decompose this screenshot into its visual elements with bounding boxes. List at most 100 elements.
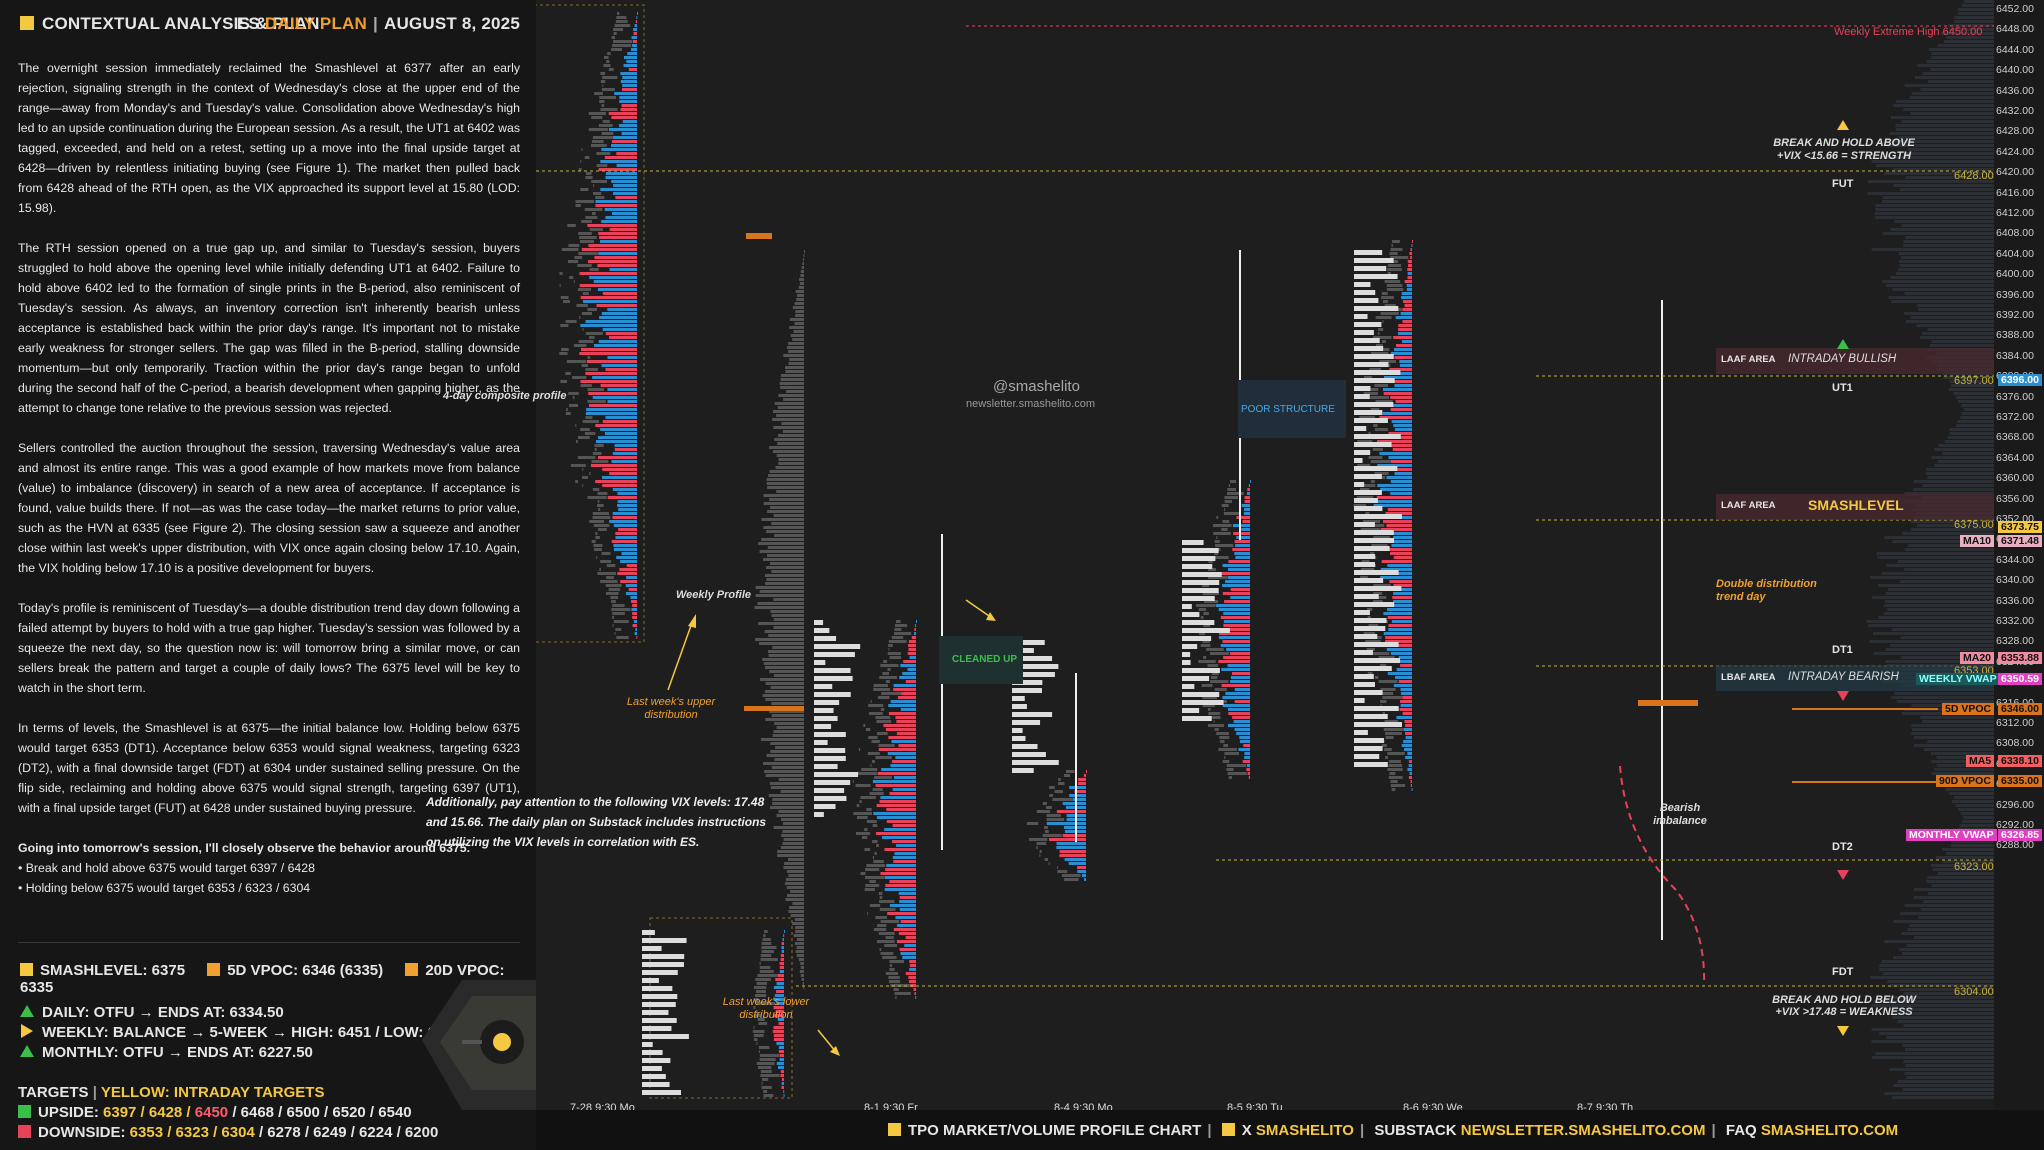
- profile-bar: [803, 254, 805, 257]
- footer-substack-url[interactable]: NEWSLETTER.SMASHELITO.COM: [1460, 1122, 1706, 1139]
- profile-bar: [1059, 854, 1086, 857]
- profile-bar: [1382, 320, 1384, 323]
- profile-bar: [780, 846, 804, 849]
- profile-bar: [1396, 668, 1412, 671]
- profile-bar: [1232, 716, 1250, 719]
- profile-bar: [1247, 492, 1250, 495]
- trend-weekly-text: WEEKLY: BALANCE → 5-WEEK → HIGH: 6451 / …: [42, 1024, 482, 1041]
- profile-bar: [1394, 348, 1412, 351]
- profile-bar: [761, 518, 804, 521]
- profile-bar: [889, 880, 916, 883]
- profile-bar: [893, 988, 899, 991]
- profile-bar: [618, 528, 637, 531]
- profile-bar: [1064, 858, 1086, 861]
- profile-bar: [886, 808, 916, 811]
- profile-bar: [1410, 256, 1412, 259]
- profile-bar: [769, 806, 804, 809]
- profile-bar: [772, 802, 804, 805]
- profile-bar: [1354, 650, 1373, 655]
- laaf-label-1: LAAF AREA: [1721, 354, 1776, 365]
- profile-bar: [1012, 640, 1045, 645]
- level-6304: 6304.00: [1954, 986, 1994, 998]
- profile-bar: [1182, 684, 1195, 689]
- profile-bar: [1012, 728, 1023, 733]
- footer-x-handle[interactable]: SMASHELITO: [1255, 1122, 1354, 1139]
- profile-bar: [757, 602, 804, 605]
- footer-faq-handle[interactable]: SMASHELITO.COM: [1760, 1122, 1899, 1139]
- profile-bar: [773, 598, 804, 601]
- profile-bar: [616, 152, 637, 155]
- profile-bar: [592, 452, 602, 455]
- profile-bar: [1224, 600, 1250, 603]
- profile-bar: [1227, 492, 1244, 495]
- profile-bar: [642, 938, 687, 943]
- profile-bar: [814, 660, 826, 665]
- profile-bar: [1913, 488, 1994, 491]
- profile-bar: [1394, 472, 1412, 475]
- profile-bar: [771, 522, 804, 525]
- level-6428: 6428.00: [1954, 170, 1994, 182]
- profile-bar: [1395, 316, 1412, 319]
- profile-bar: [890, 700, 916, 703]
- profile-bar: [560, 324, 569, 327]
- profile-bar: [766, 754, 804, 757]
- profile-bar: [767, 546, 804, 549]
- profile-bar: [1903, 240, 1994, 243]
- triangle-down-icon: [1837, 691, 1849, 701]
- profile-bar: [779, 966, 784, 969]
- profile-bar: [769, 782, 804, 785]
- tag-90d-vpoc-value: 6335.00: [1998, 775, 2042, 787]
- profile-bar: [1879, 964, 1994, 967]
- profile-bar: [1233, 532, 1250, 535]
- profile-bar: [632, 44, 637, 47]
- profile-bar: [1012, 768, 1034, 773]
- profile-bar: [1889, 132, 1994, 135]
- profile-bar: [800, 966, 804, 969]
- profile-bar: [1390, 652, 1412, 655]
- tpo-chart[interactable]: 4-day composite profile Weekly Profile L…: [426, 0, 1994, 1110]
- profile-bar: [1392, 596, 1412, 599]
- profile-bar: [632, 40, 637, 43]
- profile-bar: [615, 536, 637, 539]
- profile-bar: [1213, 532, 1231, 535]
- profile-bar: [757, 1018, 765, 1021]
- profile-bar: [763, 494, 804, 497]
- profile-bar: [782, 830, 804, 833]
- profile-bar: [1889, 1068, 1994, 1071]
- profile-bar: [900, 664, 916, 667]
- profile-bar: [1875, 208, 1994, 211]
- profile-bar: [590, 144, 607, 147]
- profile-bar: [1404, 720, 1412, 723]
- profile-bar: [620, 108, 637, 111]
- profile-bar: [1236, 732, 1250, 735]
- profile-bar: [800, 270, 804, 273]
- profile-bar: [773, 986, 784, 989]
- profile-bar: [1012, 664, 1059, 669]
- profile-bar: [1383, 300, 1389, 303]
- profile-bar: [786, 390, 804, 393]
- profile-bar: [602, 292, 637, 295]
- profile-bar: [764, 770, 804, 773]
- profile-bar: [589, 228, 603, 231]
- profile-bar: [1882, 200, 1994, 203]
- profile-bar: [1354, 674, 1374, 679]
- profile-bar: [597, 500, 600, 503]
- profile-bar: [1883, 196, 1994, 199]
- profile-bar: [880, 708, 885, 711]
- profile-bar: [911, 636, 916, 639]
- price-axis[interactable]: 6452.00 6448.00 6444.00 6440.00 6436.00 6432.…: [1994, 0, 2044, 1110]
- profile-bar: [1216, 604, 1250, 607]
- profile-bar: [761, 950, 775, 953]
- profile-bar: [1916, 524, 1994, 527]
- profile-bar: [1244, 756, 1250, 759]
- profile-bar: [899, 896, 916, 899]
- profile-bar: [777, 850, 804, 853]
- profile-bar: [611, 180, 637, 183]
- profile-bar: [581, 220, 592, 223]
- profile-bar: [1407, 752, 1412, 755]
- profile-bar: [578, 340, 594, 343]
- profile-bar: [759, 1054, 780, 1057]
- profile-bar: [1361, 560, 1370, 563]
- targets-upside: UPSIDE: 6397 / 6428 / 6450 / 6468 / 6500…: [18, 1104, 412, 1121]
- profile-bar: [1182, 540, 1204, 545]
